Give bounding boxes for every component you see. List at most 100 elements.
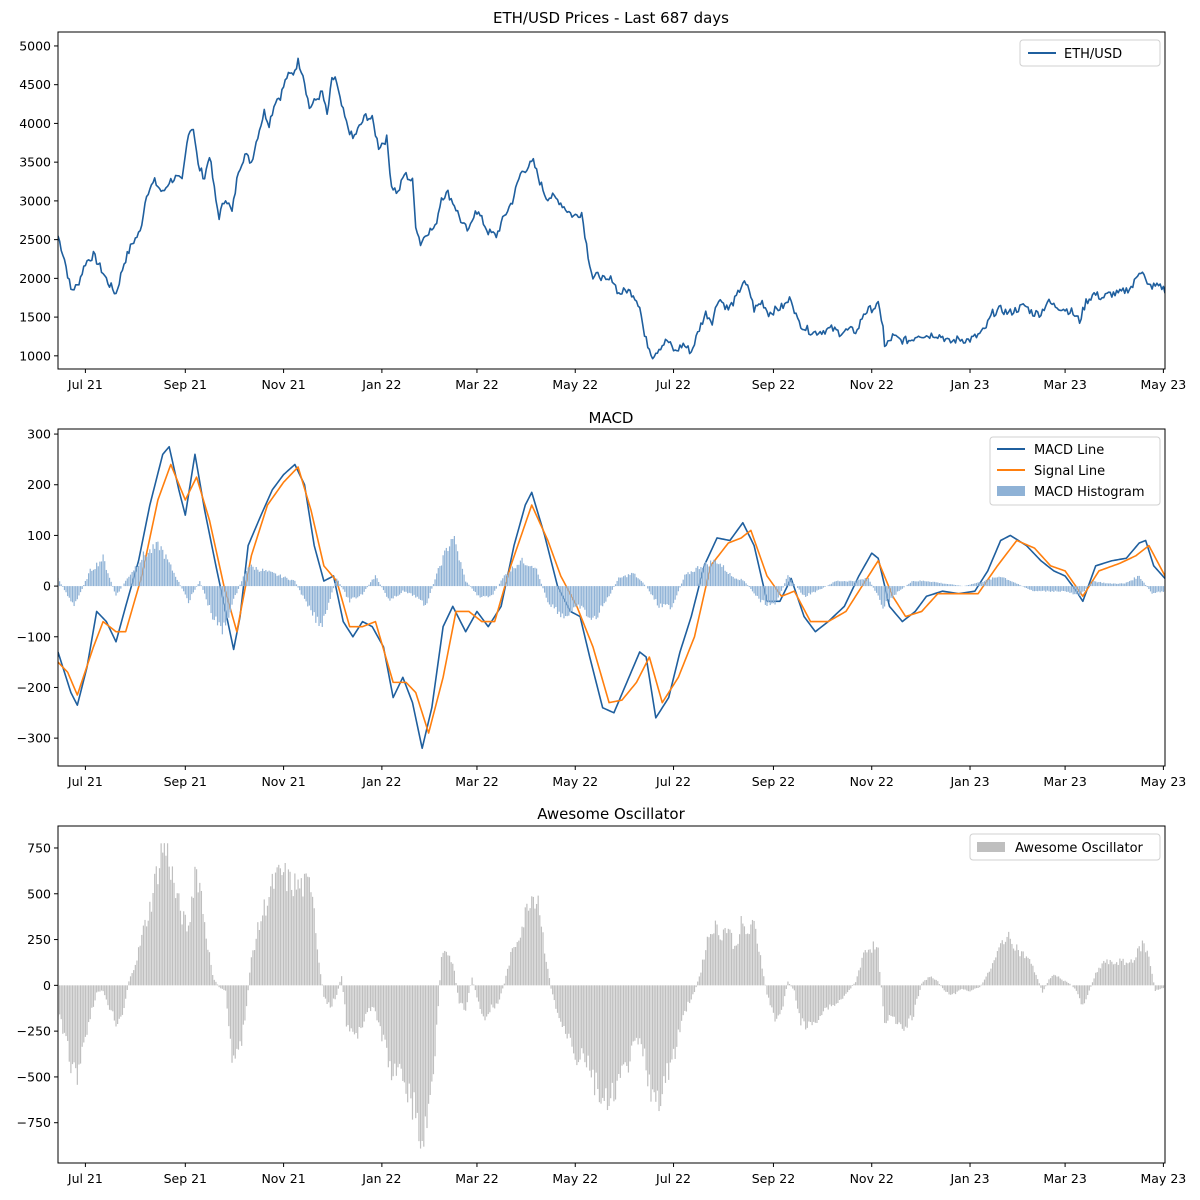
awesome-oscillator-bar — [816, 985, 818, 1024]
macd-histogram-bar — [92, 569, 95, 587]
macd-histogram-bar — [692, 571, 694, 587]
awesome-oscillator-bar — [352, 985, 354, 1032]
macd-histogram-bar — [1041, 586, 1044, 591]
macd-histogram-bar — [96, 562, 98, 587]
macd-histogram-bar — [423, 586, 425, 606]
macd-histogram-bar — [386, 586, 388, 597]
awesome-oscillator-bar — [577, 985, 580, 1063]
macd-histogram-bar — [535, 568, 538, 587]
macd-histogram-bar — [129, 574, 132, 587]
macd-histogram-bar — [523, 563, 525, 587]
awesome-oscillator-bar — [908, 985, 910, 1019]
macd-histogram-bar — [110, 581, 112, 587]
awesome-oscillator-bar — [898, 985, 900, 1023]
awesome-oscillator-bar — [473, 984, 475, 986]
awesome-oscillator-bar — [392, 985, 394, 1077]
awesome-oscillator-bar — [249, 972, 251, 986]
macd-histogram-bar — [394, 586, 396, 596]
macd-histogram-bar — [234, 586, 236, 596]
awesome-oscillator-bar — [697, 981, 699, 986]
macd-histogram-bar — [690, 571, 692, 587]
macd-histogram-bar — [410, 586, 412, 594]
awesome-oscillator-bars — [58, 843, 1165, 1149]
awesome-oscillator-bar — [753, 920, 755, 986]
macd-histogram-bar — [150, 553, 153, 587]
awesome-oscillator-bar — [598, 985, 601, 1103]
awesome-oscillator-bar — [337, 985, 339, 989]
awesome-oscillator-bar — [440, 956, 443, 986]
macd-histogram-bar — [861, 579, 863, 587]
macd-histogram-bar — [1159, 586, 1161, 593]
awesome-oscillator-bar — [648, 985, 650, 1075]
macd-histogram-bar — [782, 586, 784, 588]
awesome-oscillator-bar — [1101, 963, 1103, 986]
macd-histogram-bar — [917, 581, 920, 587]
awesome-oscillator-bar — [223, 985, 225, 991]
macd-histogram-bar — [168, 562, 170, 587]
macd-histogram-bar — [76, 586, 78, 600]
awesome-oscillator-bar — [730, 932, 733, 986]
awesome-oscillator-bar — [761, 968, 763, 986]
macd-histogram-bar — [308, 586, 310, 606]
macd-histogram-bar — [1008, 580, 1010, 587]
macd-histogram-bar — [465, 581, 467, 587]
macd-histogram-bar — [573, 586, 575, 608]
x-tick-label: Jul 21 — [67, 1171, 103, 1186]
macd-histogram-bar — [1066, 586, 1068, 592]
awesome-oscillator-bar — [768, 985, 770, 998]
macd-histogram-bar — [345, 586, 348, 597]
macd-histogram-bar — [81, 586, 83, 589]
macd-histogram-bar — [468, 584, 470, 587]
macd-histogram-bar — [545, 586, 547, 598]
macd-histogram-bar — [294, 580, 296, 587]
awesome-oscillator-bar — [829, 985, 831, 1005]
y-tick-label: 1500 — [19, 310, 51, 325]
awesome-oscillator-bar — [1116, 962, 1118, 986]
awesome-oscillator-bar — [853, 983, 855, 986]
awesome-oscillator-bar — [112, 985, 114, 1012]
awesome-oscillator-bar — [1043, 985, 1045, 990]
awesome-oscillator-bar — [1012, 948, 1015, 986]
awesome-oscillator-bar — [1009, 938, 1011, 986]
awesome-oscillator-bar — [65, 985, 67, 1037]
macd-histogram-bar — [793, 584, 795, 587]
awesome-oscillator-bar — [320, 974, 322, 986]
awesome-oscillator-bar — [75, 985, 77, 1069]
macd-histogram-bar — [1061, 586, 1063, 591]
macd-histogram-bar — [426, 586, 428, 604]
macd-histogram-bar — [402, 586, 404, 591]
macd-histogram-bar — [1106, 583, 1108, 587]
awesome-oscillator-bar — [605, 985, 607, 1089]
macd-histogram-bar — [1127, 581, 1129, 587]
macd-histogram-bar — [361, 586, 364, 595]
macd-histogram-bar — [705, 561, 707, 587]
awesome-oscillator-bar — [693, 985, 696, 993]
awesome-oscillator-bar — [751, 919, 754, 986]
awesome-oscillator-bar — [771, 985, 773, 1008]
macd-histogram-bar — [768, 586, 770, 603]
awesome-oscillator-bar — [1011, 943, 1013, 986]
awesome-oscillator-bar — [108, 985, 111, 1010]
ao-legend-box — [969, 833, 1161, 861]
awesome-oscillator-bar — [645, 985, 647, 1071]
awesome-oscillator-bar — [563, 985, 565, 1026]
macd-histogram-bar — [424, 586, 426, 605]
macd-histogram-bar — [537, 574, 539, 587]
awesome-oscillator-bar — [437, 985, 439, 1007]
macd-histogram-bar — [985, 579, 987, 587]
macd-histogram-bar — [784, 583, 786, 587]
x-tick-label: May 23 — [1141, 1171, 1187, 1186]
macd-histogram-bar — [506, 574, 509, 587]
macd-histogram-bar — [867, 578, 870, 587]
awesome-oscillator-bar — [603, 985, 605, 1101]
awesome-oscillator-bar — [379, 985, 381, 1027]
awesome-oscillator-bar — [384, 985, 386, 1040]
awesome-oscillator-bar — [139, 945, 141, 986]
x-tick-label: Nov 22 — [850, 774, 894, 789]
awesome-oscillator-bar — [421, 985, 423, 1141]
ao-chart-axes: −750 −500 −250 0 250 500 750 Jul 21 Sep 21 Nov 21… — [17, 840, 1187, 1186]
macd-histogram-bar — [126, 578, 128, 587]
macd-histogram-bar — [988, 578, 990, 587]
awesome-oscillator-bar — [429, 985, 431, 1095]
awesome-oscillator-bar — [250, 957, 252, 986]
